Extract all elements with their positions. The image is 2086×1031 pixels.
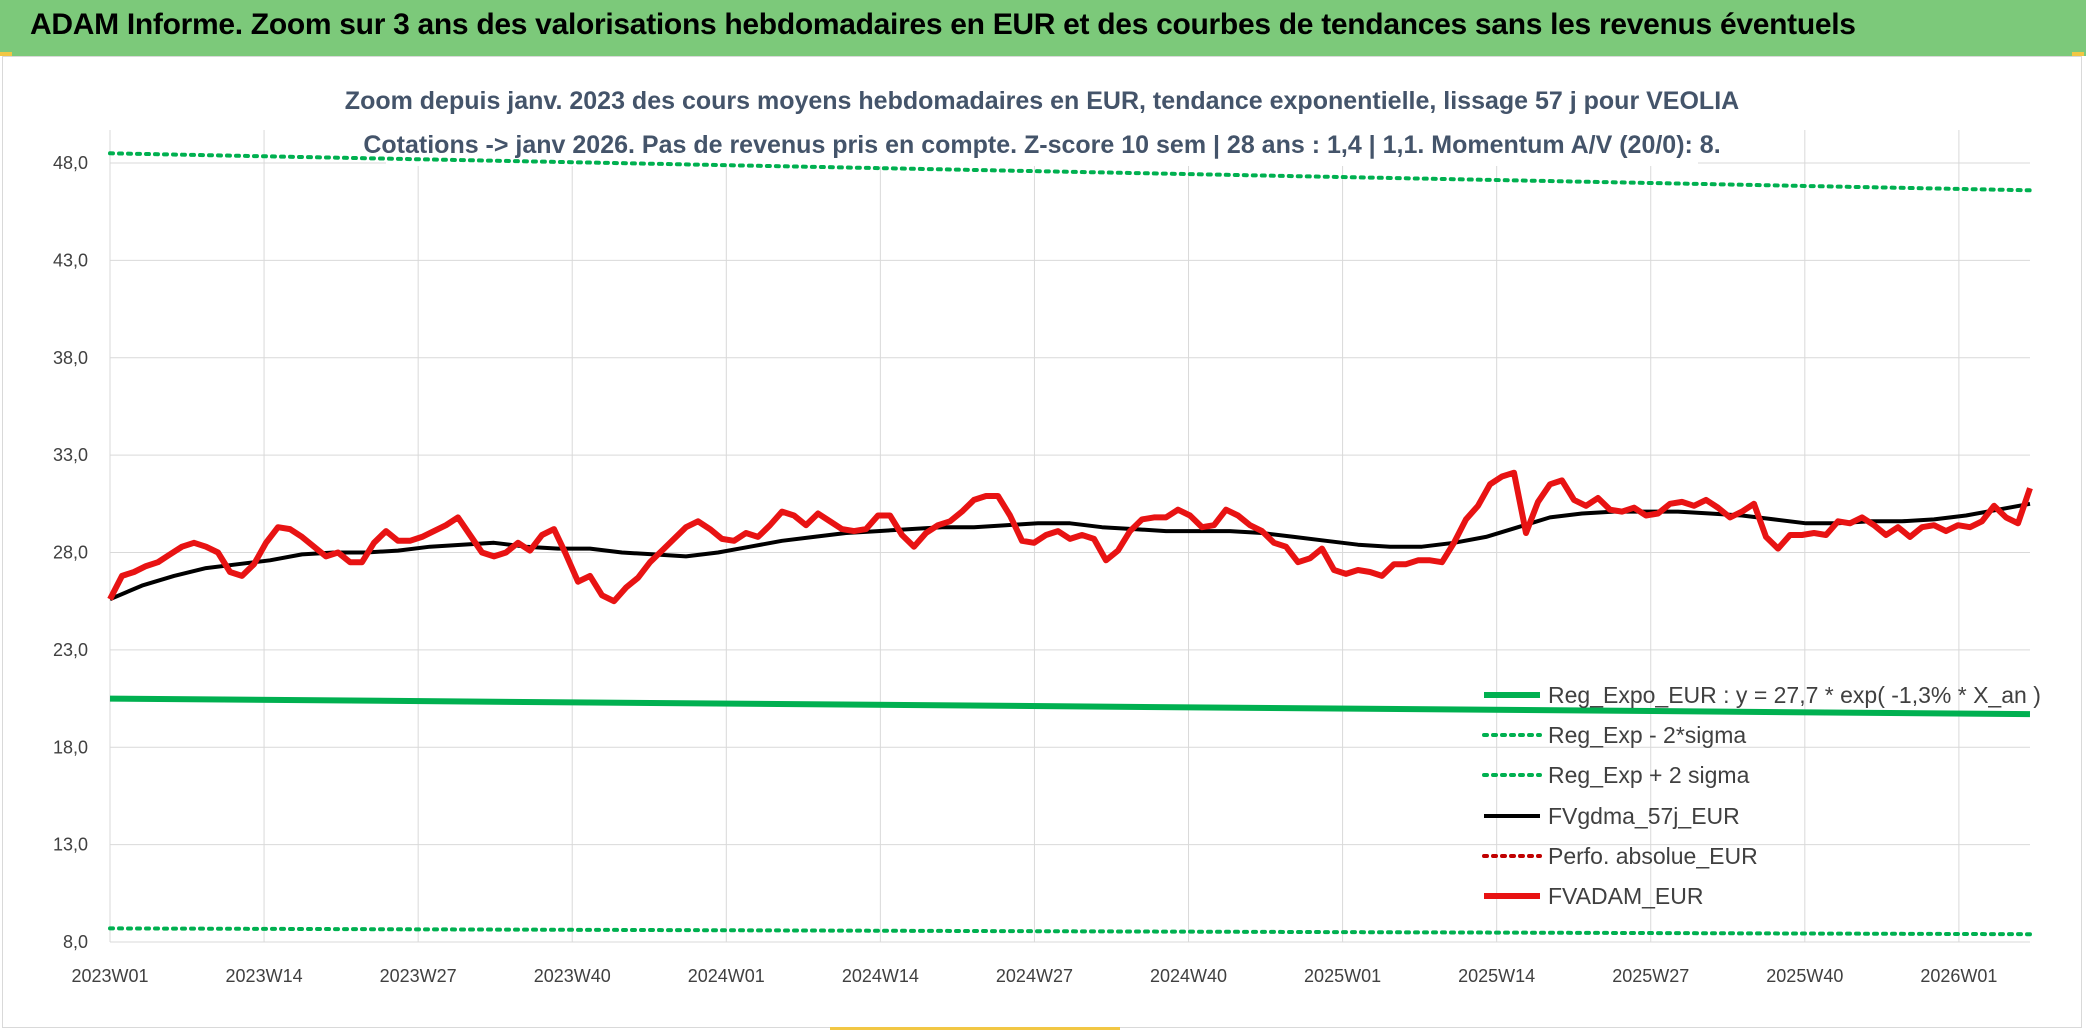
chart-legend: Reg_Expo_EUR : y = 27,7 * exp( -1,3% * X… <box>1482 682 2041 909</box>
y-tick-label: 43,0 <box>53 250 88 270</box>
fvgdma-57j-line <box>109 501 2031 602</box>
accent-mark-right <box>2072 52 2084 56</box>
reg-plus-2sigma-line <box>108 151 2032 193</box>
fvadam-line <box>107 469 2033 605</box>
x-tick-label: 2025W01 <box>1304 966 1381 986</box>
y-tick-label: 33,0 <box>53 445 88 465</box>
legend-reg-minus-2sigma-label: Reg_Exp - 2*sigma <box>1548 722 1746 748</box>
y-tick-label: 8,0 <box>63 932 88 952</box>
legend-perfo-absolue-label: Perfo. absolue_EUR <box>1548 843 1758 869</box>
y-axis-tick-labels: 48,0 43,0 38,0 33,0 28,0 23,0 18,0 13,0 8,0 <box>53 153 88 952</box>
y-tick-label: 48,0 <box>53 153 88 173</box>
accent-mark-bottom <box>830 1027 1120 1030</box>
title-banner: ADAM Informe. Zoom sur 3 ans des valoris… <box>0 0 2086 56</box>
chart-subtitle-line2: Cotations -> janv 2026. Pas de revenus p… <box>363 131 1720 159</box>
x-tick-label: 2026W01 <box>1920 966 1997 986</box>
x-tick-label: 2023W27 <box>380 966 457 986</box>
reg-minus-2sigma-line <box>108 926 2032 937</box>
y-tick-label: 23,0 <box>53 640 88 660</box>
x-tick-label: 2024W27 <box>996 966 1073 986</box>
x-tick-label: 2024W14 <box>842 966 919 986</box>
legend-fvgdma-57j-label: FVgdma_57j_EUR <box>1548 803 1740 829</box>
chart-subtitle-line1: Zoom depuis janv. 2023 des cours moyens … <box>345 87 1739 115</box>
series-lines <box>107 151 2033 937</box>
x-axis-tick-labels: 2023W01 2023W14 2023W27 2023W40 2024W01 2024W… <box>71 966 1997 986</box>
x-tick-label: 2025W40 <box>1766 966 1843 986</box>
report-title: ADAM Informe. Zoom sur 3 ans des valoris… <box>30 8 1856 41</box>
y-tick-label: 38,0 <box>53 348 88 368</box>
accent-mark-left <box>0 52 12 56</box>
legend-reg-plus-2sigma-label: Reg_Exp + 2 sigma <box>1548 762 1750 788</box>
subtitle-background <box>386 82 1698 166</box>
x-tick-label: 2023W40 <box>534 966 611 986</box>
legend-reg-expo-label: Reg_Expo_EUR : y = 27,7 * exp( -1,3% * X… <box>1548 682 2041 708</box>
x-tick-label: 2024W01 <box>688 966 765 986</box>
x-tick-label: 2023W01 <box>71 966 148 986</box>
reg-expo-line <box>109 695 2031 718</box>
legend-fvadam-label: FVADAM_EUR <box>1548 883 1704 909</box>
y-tick-label: 28,0 <box>53 543 88 563</box>
x-tick-label: 2025W14 <box>1458 966 1535 986</box>
y-tick-label: 13,0 <box>53 835 88 855</box>
y-tick-label: 18,0 <box>53 737 88 757</box>
vertical-gridlines <box>109 130 1960 942</box>
x-tick-label: 2024W40 <box>1150 966 1227 986</box>
x-tick-label: 2025W27 <box>1612 966 1689 986</box>
x-tick-label: 2023W14 <box>226 966 303 986</box>
